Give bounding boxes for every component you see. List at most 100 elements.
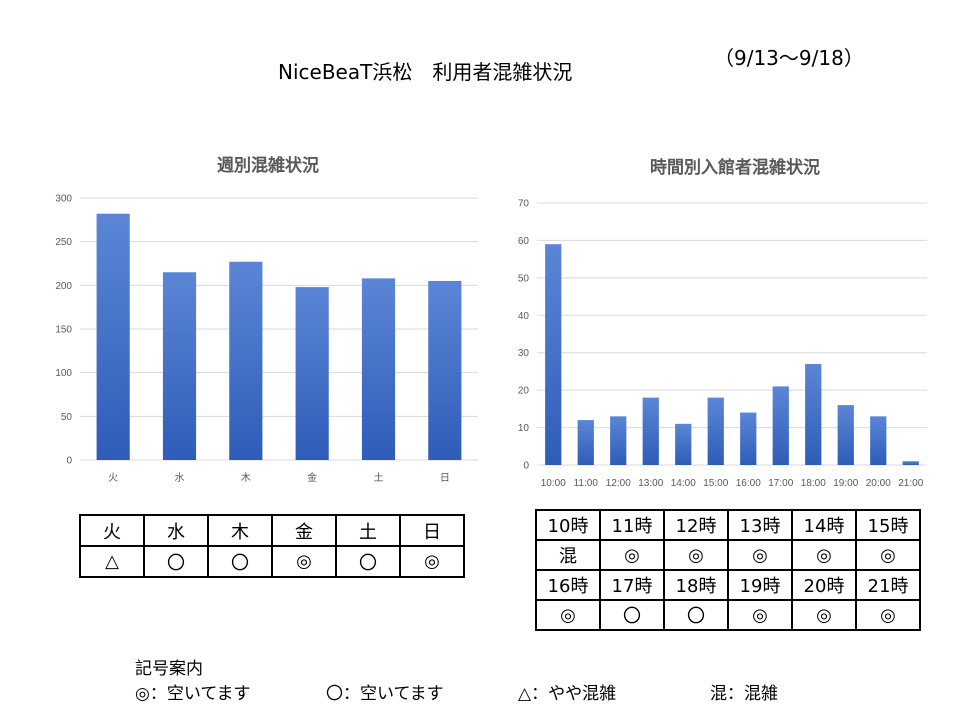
status-cell: 〇 bbox=[207, 545, 273, 578]
bar bbox=[162, 272, 197, 460]
y-tick-label: 200 bbox=[55, 281, 72, 292]
x-tick-label: 木 bbox=[241, 472, 251, 484]
hour-cell: 16時 bbox=[535, 569, 601, 601]
bar bbox=[870, 416, 887, 465]
bar bbox=[610, 416, 627, 465]
table-row: 16時 17時 18時 19時 20時 21時 bbox=[535, 569, 921, 601]
bar bbox=[740, 412, 757, 465]
bar bbox=[772, 386, 789, 465]
status-cell: ◎ bbox=[791, 539, 857, 571]
status-cell: 〇 bbox=[335, 545, 401, 578]
y-tick-label: 0 bbox=[523, 461, 529, 472]
bar bbox=[361, 278, 396, 460]
hour-cell: 10時 bbox=[535, 509, 601, 541]
legend-item-crowded: 混：混雑 bbox=[710, 684, 778, 704]
table-row: 10時 11時 12時 13時 14時 15時 bbox=[535, 509, 921, 541]
x-tick-label: 20:00 bbox=[866, 478, 891, 489]
day-cell: 金 bbox=[271, 514, 337, 547]
status-cell: ◎ bbox=[727, 599, 793, 631]
y-tick-label: 100 bbox=[55, 368, 72, 379]
bar bbox=[675, 423, 692, 465]
x-tick-label: 16:00 bbox=[736, 478, 761, 489]
bar bbox=[96, 213, 130, 460]
status-cell: ◎ bbox=[599, 539, 665, 571]
status-cell: ◎ bbox=[855, 599, 921, 631]
y-tick-label: 150 bbox=[55, 325, 72, 336]
hour-cell: 11時 bbox=[599, 509, 665, 541]
legend-item-available: 〇：空いてます bbox=[326, 684, 444, 704]
hour-cell: 18時 bbox=[663, 569, 729, 601]
status-cell: 〇 bbox=[599, 599, 665, 631]
x-tick-label: 11:00 bbox=[574, 478, 599, 489]
y-tick-label: 20 bbox=[518, 386, 530, 397]
x-tick-label: 18:00 bbox=[801, 478, 826, 489]
bar bbox=[428, 280, 462, 460]
status-cell: ◎ bbox=[271, 545, 337, 578]
bar bbox=[805, 363, 822, 465]
bar bbox=[545, 244, 562, 465]
day-cell: 日 bbox=[399, 514, 465, 547]
chart-title: 時間別入館者混雑状況 bbox=[650, 157, 820, 178]
day-cell: 土 bbox=[335, 514, 401, 547]
legend-title: 記号案内 bbox=[135, 659, 203, 679]
bar bbox=[642, 397, 659, 465]
y-tick-label: 40 bbox=[518, 311, 530, 322]
hour-cell: 17時 bbox=[599, 569, 665, 601]
hour-cell: 21時 bbox=[855, 569, 921, 601]
x-tick-label: 19:00 bbox=[833, 478, 858, 489]
x-tick-label: 13:00 bbox=[638, 478, 663, 489]
x-tick-label: 12:00 bbox=[606, 478, 631, 489]
y-tick-label: 30 bbox=[518, 348, 530, 359]
hour-cell: 12時 bbox=[663, 509, 729, 541]
bar bbox=[295, 287, 329, 460]
x-tick-label: 21:00 bbox=[898, 478, 923, 489]
y-tick-label: 250 bbox=[55, 237, 72, 248]
status-cell: 〇 bbox=[663, 599, 729, 631]
x-tick-label: 土 bbox=[374, 471, 384, 484]
bar bbox=[577, 420, 594, 465]
table-row: △ 〇 〇 ◎ 〇 ◎ bbox=[79, 545, 465, 578]
status-cell: ◎ bbox=[727, 539, 793, 571]
x-tick-label: 14:00 bbox=[671, 478, 696, 489]
bar bbox=[707, 397, 724, 465]
hour-cell: 20時 bbox=[791, 569, 857, 601]
bar bbox=[229, 261, 263, 460]
bar bbox=[837, 405, 854, 465]
hourly-status-table: 10時 11時 12時 13時 14時 15時 混 ◎ ◎ ◎ ◎ ◎ 16時 … bbox=[535, 509, 921, 631]
status-cell: ◎ bbox=[535, 599, 601, 631]
table-row: 火 水 木 金 土 日 bbox=[79, 514, 465, 547]
period-label: （9/13～9/18） bbox=[714, 46, 864, 70]
y-tick-label: 50 bbox=[61, 412, 73, 423]
status-cell: ◎ bbox=[855, 539, 921, 571]
hour-cell: 13時 bbox=[727, 509, 793, 541]
status-cell: ◎ bbox=[399, 545, 465, 578]
legend-item-somewhat-crowded: △：やや混雑 bbox=[518, 684, 617, 704]
x-tick-label: 火 bbox=[108, 472, 118, 484]
x-tick-label: 10:00 bbox=[541, 478, 566, 489]
bar bbox=[902, 461, 919, 465]
status-cell: ◎ bbox=[663, 539, 729, 571]
status-cell: ◎ bbox=[791, 599, 857, 631]
y-tick-label: 0 bbox=[66, 456, 72, 467]
x-tick-label: 水 bbox=[175, 472, 185, 484]
status-cell: 混 bbox=[535, 539, 601, 571]
y-tick-label: 300 bbox=[55, 194, 72, 205]
x-tick-label: 金 bbox=[307, 471, 317, 484]
status-cell: △ bbox=[79, 545, 145, 578]
y-tick-label: 50 bbox=[518, 273, 530, 284]
y-tick-label: 70 bbox=[518, 199, 530, 210]
status-cell: 〇 bbox=[143, 545, 209, 578]
y-tick-label: 10 bbox=[518, 423, 530, 434]
weekly-status-table: 火 水 木 金 土 日 △ 〇 〇 ◎ 〇 ◎ bbox=[79, 514, 465, 578]
hour-cell: 19時 bbox=[727, 569, 793, 601]
x-tick-label: 日 bbox=[440, 473, 450, 484]
page-title: NiceBeaT浜松 利用者混雑状況 bbox=[278, 60, 573, 84]
hourly-visitor-chart: 時間別入館者混雑状況 0 10 20 30 40 50 60 70 10:00 11:00 12:00… bbox=[518, 157, 927, 489]
table-row: 混 ◎ ◎ ◎ ◎ ◎ bbox=[535, 539, 921, 571]
table-row: ◎ 〇 〇 ◎ ◎ ◎ bbox=[535, 599, 921, 631]
y-tick-label: 60 bbox=[518, 236, 530, 247]
legend-item-empty: ◎：空いてます bbox=[135, 684, 251, 704]
x-tick-label: 17:00 bbox=[768, 478, 793, 489]
chart-title: 週別混雑状況 bbox=[217, 155, 319, 176]
day-cell: 火 bbox=[79, 514, 145, 547]
